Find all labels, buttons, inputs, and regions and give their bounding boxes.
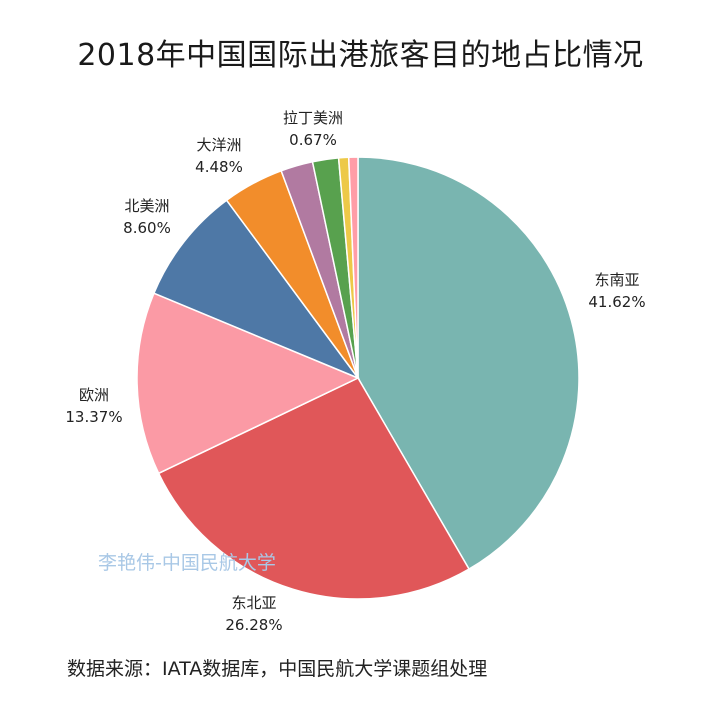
- watermark: 李艳伟-中国民航大学: [98, 552, 276, 574]
- slice-value-label-0: 41.62%: [588, 293, 645, 311]
- slice-label-0: 东南亚: [594, 271, 639, 289]
- slice-value-label-8: 0.67%: [289, 131, 337, 149]
- slice-label-8: 拉丁美洲: [283, 109, 343, 127]
- pie-slice-0: [357, 156, 580, 571]
- slice-label-2: 欧洲: [79, 386, 109, 404]
- slice-value-label-1: 26.28%: [225, 616, 282, 634]
- slice-value-label-4: 4.48%: [195, 158, 243, 176]
- slice-label-3: 北美洲: [124, 197, 169, 215]
- pie-slice-2: [136, 292, 360, 475]
- source-note: 数据来源：IATA数据库，中国民航大学课题组处理: [67, 658, 488, 680]
- pie-slice-3: [152, 199, 361, 380]
- slice-label-4: 大洋洲: [196, 136, 241, 154]
- slice-label-1: 东北亚: [231, 594, 276, 612]
- chart-title: 2018年中国国际出港旅客目的地占比情况: [77, 38, 644, 73]
- pie-slice-1: [157, 377, 471, 600]
- pie-slice-8: [347, 156, 359, 379]
- slice-value-label-2: 13.37%: [65, 408, 122, 426]
- slice-value-label-3: 8.60%: [123, 219, 171, 237]
